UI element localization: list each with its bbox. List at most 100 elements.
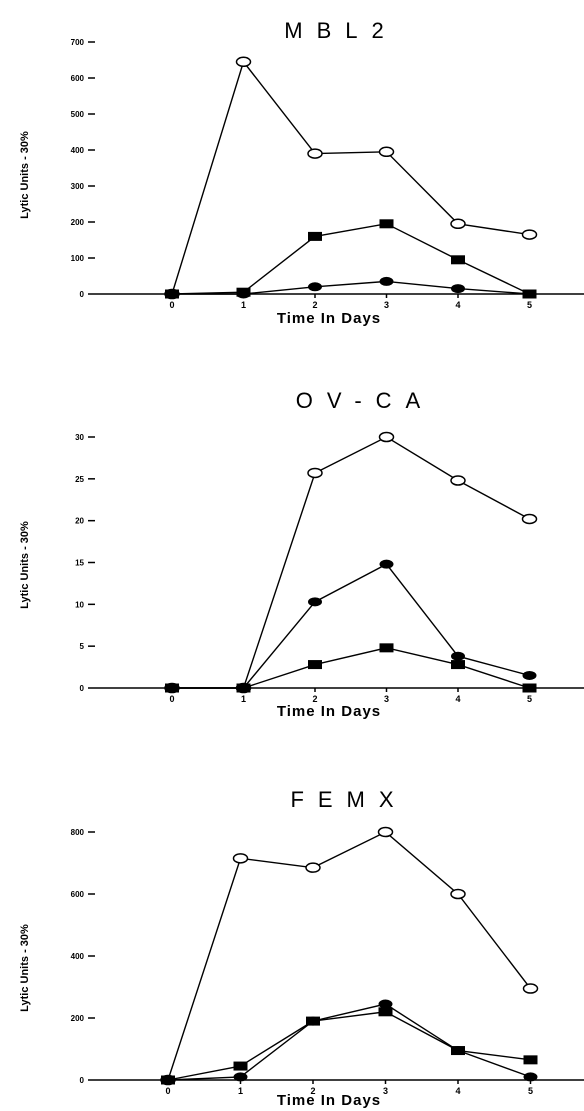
y-tick-label: 15 bbox=[75, 559, 84, 568]
x-tick-label: 5 bbox=[527, 300, 532, 310]
femx-panel: FEMX Time In Days Lytic Units - 30% 0200… bbox=[19, 787, 584, 1109]
axes: 0 200 400 600 800 0 1 2 3 4 5 bbox=[71, 828, 584, 1096]
y-tick-label: 25 bbox=[75, 475, 84, 484]
chart-title: FEMX bbox=[290, 787, 407, 812]
y-tick-label: 600 bbox=[71, 890, 85, 899]
mbl2-panel: MBL2 Time In Days Lytic Units - 30% 0 100… bbox=[19, 18, 584, 327]
x-tick-label: 2 bbox=[310, 1086, 315, 1096]
data-point bbox=[379, 276, 394, 286]
x-tick-label: 1 bbox=[238, 1086, 243, 1096]
data-point bbox=[307, 148, 323, 159]
series-line bbox=[171, 223, 530, 295]
data-point bbox=[307, 467, 323, 479]
y-tick-label: 700 bbox=[71, 38, 85, 47]
y-tick-label: 200 bbox=[71, 1014, 85, 1023]
y-axis-label: Lytic Units - 30% bbox=[19, 521, 31, 609]
ovca-panel: OV-CA Time In Days Lytic Units - 30% 0 5 1… bbox=[19, 388, 584, 720]
data-point bbox=[236, 683, 251, 693]
y-tick-label: 500 bbox=[71, 110, 85, 119]
data-point bbox=[521, 229, 538, 240]
chart-title: OV-CA bbox=[296, 388, 434, 413]
y-tick-label: 400 bbox=[71, 952, 85, 961]
data-point bbox=[165, 683, 179, 693]
data-point bbox=[378, 999, 393, 1009]
data-point bbox=[308, 282, 322, 292]
y-axis-label: Lytic Units - 30% bbox=[19, 131, 31, 219]
data-point bbox=[521, 513, 538, 525]
data-point bbox=[378, 1007, 393, 1017]
data-point bbox=[450, 218, 466, 230]
data-point bbox=[451, 660, 465, 670]
data-point bbox=[236, 289, 251, 299]
y-tick-label: 0 bbox=[80, 684, 85, 693]
data-point bbox=[379, 219, 394, 229]
data-point bbox=[305, 862, 321, 873]
x-tick-label: 3 bbox=[384, 694, 389, 704]
y-tick-label: 400 bbox=[71, 146, 85, 155]
x-axis-label: Time In Days bbox=[277, 1092, 381, 1109]
data-point bbox=[377, 826, 394, 838]
data-point bbox=[233, 1061, 248, 1071]
data-point bbox=[161, 1075, 175, 1085]
x-tick-label: 5 bbox=[527, 694, 532, 704]
data-point bbox=[308, 597, 322, 607]
x-tick-label: 0 bbox=[169, 300, 174, 310]
data-point bbox=[451, 1046, 465, 1056]
series-line bbox=[167, 1011, 531, 1081]
data-point bbox=[165, 289, 179, 299]
data-point bbox=[522, 289, 537, 299]
series-line bbox=[167, 1003, 531, 1081]
x-tick-label: 5 bbox=[528, 1086, 533, 1096]
data-point bbox=[450, 888, 466, 900]
x-tick-label: 1 bbox=[241, 694, 246, 704]
data-point bbox=[235, 56, 252, 68]
x-tick-label: 0 bbox=[169, 694, 174, 704]
y-tick-label: 200 bbox=[71, 218, 85, 227]
data-point bbox=[523, 1055, 538, 1065]
x-tick-label: 4 bbox=[455, 300, 460, 310]
plot-area bbox=[160, 826, 539, 1086]
x-tick-label: 4 bbox=[455, 694, 460, 704]
series-line bbox=[167, 831, 532, 1081]
x-tick-label: 2 bbox=[312, 694, 317, 704]
x-tick-label: 4 bbox=[455, 1086, 460, 1096]
data-point bbox=[522, 983, 539, 994]
y-tick-label: 30 bbox=[75, 433, 84, 442]
data-point bbox=[523, 1072, 538, 1082]
y-tick-label: 0 bbox=[80, 290, 85, 299]
x-axis-label: Time In Days bbox=[277, 310, 381, 327]
data-point bbox=[451, 255, 465, 265]
data-point bbox=[233, 1072, 248, 1082]
series-line bbox=[171, 60, 530, 295]
x-tick-label: 3 bbox=[384, 300, 389, 310]
data-point bbox=[379, 559, 394, 569]
data-point bbox=[379, 643, 394, 653]
plot-area bbox=[164, 56, 538, 300]
y-tick-label: 800 bbox=[71, 828, 85, 837]
series-line bbox=[172, 436, 530, 689]
y-tick-label: 100 bbox=[71, 254, 85, 263]
data-point bbox=[522, 683, 537, 693]
plot-area bbox=[164, 431, 538, 694]
data-point bbox=[232, 853, 249, 864]
series-line bbox=[172, 563, 530, 689]
data-point bbox=[450, 475, 466, 486]
y-tick-label: 10 bbox=[75, 600, 84, 609]
x-tick-label: 2 bbox=[312, 300, 317, 310]
data-point bbox=[451, 284, 465, 294]
x-tick-label: 0 bbox=[165, 1086, 170, 1096]
series-line bbox=[172, 647, 530, 689]
axes: 0 5 10 15 20 25 30 0 1 2 3 4 5 bbox=[75, 433, 584, 704]
x-tick-label: 3 bbox=[383, 1086, 388, 1096]
axes: 0 100 200 300 400 500 600 700 0 1 2 3 4 5 bbox=[71, 38, 584, 310]
y-axis-label: Lytic Units - 30% bbox=[19, 924, 31, 1012]
data-point bbox=[451, 651, 465, 661]
data-point bbox=[308, 231, 322, 241]
y-tick-label: 600 bbox=[71, 74, 85, 83]
y-tick-label: 0 bbox=[80, 1076, 85, 1085]
data-point bbox=[378, 431, 395, 443]
y-tick-label: 300 bbox=[71, 182, 85, 191]
data-point bbox=[306, 1016, 320, 1026]
chart-title: MBL2 bbox=[284, 18, 397, 43]
